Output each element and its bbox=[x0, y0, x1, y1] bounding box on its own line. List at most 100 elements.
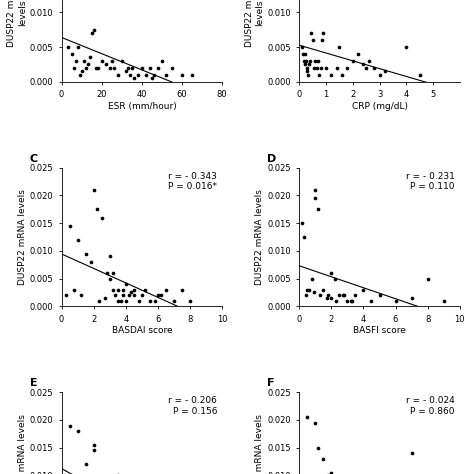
Point bbox=[114, 472, 122, 474]
Text: r = - 0.024
P = 0.860: r = - 0.024 P = 0.860 bbox=[406, 396, 455, 416]
Point bbox=[331, 275, 338, 283]
Point bbox=[162, 286, 170, 293]
Point bbox=[102, 61, 109, 68]
Point bbox=[370, 64, 378, 72]
Point bbox=[90, 447, 98, 454]
Point bbox=[127, 289, 135, 296]
Point bbox=[313, 64, 320, 72]
Point bbox=[106, 275, 114, 283]
Point bbox=[109, 286, 117, 293]
Point bbox=[70, 64, 77, 72]
Point bbox=[339, 292, 346, 299]
Point bbox=[352, 292, 359, 299]
Text: r = - 0.343
P = 0.016*: r = - 0.343 P = 0.016* bbox=[168, 172, 218, 191]
Point bbox=[354, 50, 362, 58]
Point bbox=[148, 74, 156, 82]
Point bbox=[90, 186, 98, 194]
Point bbox=[88, 29, 96, 37]
Point bbox=[328, 71, 335, 79]
Point bbox=[122, 280, 129, 288]
Point bbox=[311, 419, 319, 427]
Point bbox=[114, 286, 122, 293]
Point bbox=[324, 472, 332, 474]
Point bbox=[314, 57, 322, 65]
Point bbox=[303, 413, 311, 421]
Point bbox=[365, 57, 373, 65]
Point bbox=[440, 297, 447, 305]
Point bbox=[300, 57, 308, 65]
Point bbox=[130, 286, 137, 293]
Point bbox=[64, 43, 72, 51]
Point bbox=[154, 292, 162, 299]
Point bbox=[333, 64, 340, 72]
Point bbox=[122, 68, 129, 75]
Y-axis label: DUSP22 mRNA levels: DUSP22 mRNA levels bbox=[18, 414, 27, 474]
Point bbox=[302, 57, 310, 65]
Point bbox=[328, 469, 335, 474]
Point bbox=[318, 36, 326, 44]
Point bbox=[300, 50, 307, 58]
Point bbox=[109, 269, 117, 277]
Point bbox=[128, 64, 136, 72]
Point bbox=[304, 71, 311, 79]
Point bbox=[138, 64, 146, 72]
Y-axis label: DUSP22 mRNA levels: DUSP22 mRNA levels bbox=[18, 189, 27, 285]
Point bbox=[74, 236, 82, 244]
Point bbox=[299, 43, 306, 51]
Point bbox=[119, 292, 127, 299]
Point bbox=[98, 57, 106, 65]
Point bbox=[344, 64, 351, 72]
Point bbox=[309, 36, 317, 44]
Point bbox=[151, 297, 158, 305]
Y-axis label: DUSP22 mRNA levels: DUSP22 mRNA levels bbox=[255, 414, 264, 474]
Point bbox=[94, 64, 101, 72]
Point bbox=[338, 71, 346, 79]
Point bbox=[348, 297, 356, 305]
Point bbox=[186, 297, 194, 305]
Point bbox=[376, 71, 383, 79]
Point bbox=[362, 64, 370, 72]
Point bbox=[71, 286, 78, 293]
Point bbox=[98, 214, 106, 221]
Point bbox=[106, 253, 114, 260]
Point bbox=[340, 292, 348, 299]
Point bbox=[76, 71, 83, 79]
Point bbox=[162, 71, 170, 79]
Point bbox=[111, 292, 118, 299]
Point bbox=[95, 297, 102, 305]
Point bbox=[90, 26, 98, 34]
Point bbox=[114, 297, 122, 305]
Point bbox=[328, 294, 335, 302]
Point bbox=[303, 68, 311, 75]
Point bbox=[317, 64, 324, 72]
Point bbox=[86, 54, 93, 61]
Point bbox=[303, 64, 310, 72]
Point bbox=[82, 250, 90, 257]
Point bbox=[319, 286, 327, 293]
Point bbox=[130, 74, 137, 82]
Point bbox=[316, 292, 324, 299]
Point bbox=[310, 64, 318, 72]
Point bbox=[74, 43, 82, 51]
X-axis label: BASFI score: BASFI score bbox=[353, 327, 406, 336]
Point bbox=[124, 64, 132, 72]
Point bbox=[178, 286, 186, 293]
Y-axis label: DUSP22 mRNA levels: DUSP22 mRNA levels bbox=[255, 189, 264, 285]
Point bbox=[347, 297, 355, 305]
Point bbox=[322, 64, 330, 72]
Point bbox=[303, 286, 311, 293]
Point bbox=[344, 297, 351, 305]
Point bbox=[135, 297, 143, 305]
Point bbox=[381, 68, 389, 75]
Point bbox=[305, 286, 313, 293]
Point bbox=[122, 297, 129, 305]
Point bbox=[310, 289, 318, 296]
Text: r = - 0.231
P = 0.110: r = - 0.231 P = 0.110 bbox=[406, 172, 455, 191]
Point bbox=[117, 297, 125, 305]
Point bbox=[311, 194, 319, 202]
Point bbox=[168, 64, 176, 72]
Point bbox=[311, 57, 319, 65]
Point bbox=[90, 441, 98, 449]
Point bbox=[301, 50, 309, 58]
Point bbox=[360, 286, 367, 293]
